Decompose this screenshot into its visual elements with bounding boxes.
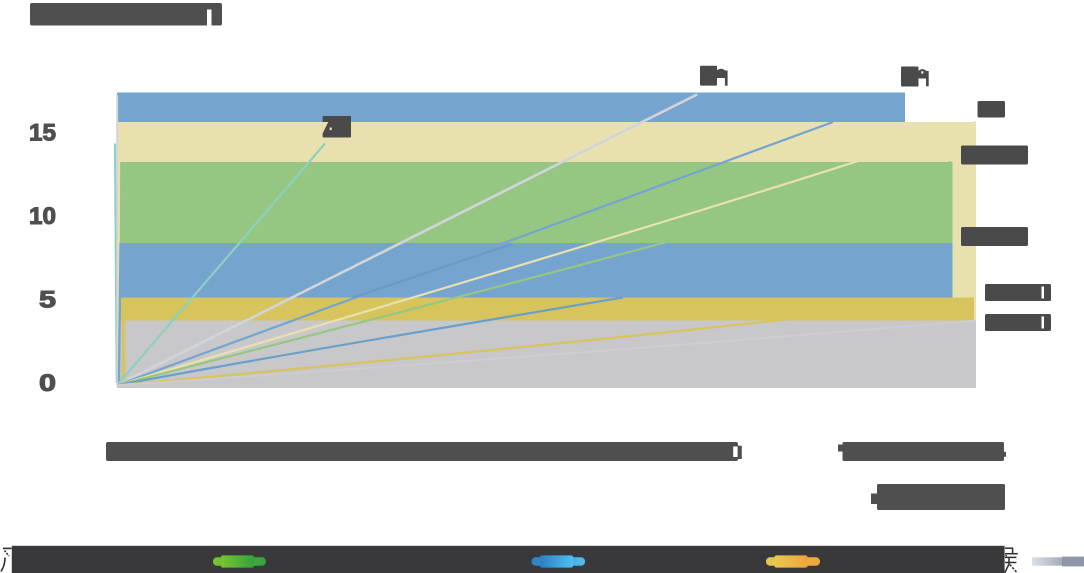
svg-text:15: 15 <box>29 120 56 147</box>
svg-text:5: 5 <box>39 287 56 314</box>
svg-text:0: 0 <box>39 370 56 397</box>
svg-text:10: 10 <box>29 203 56 230</box>
